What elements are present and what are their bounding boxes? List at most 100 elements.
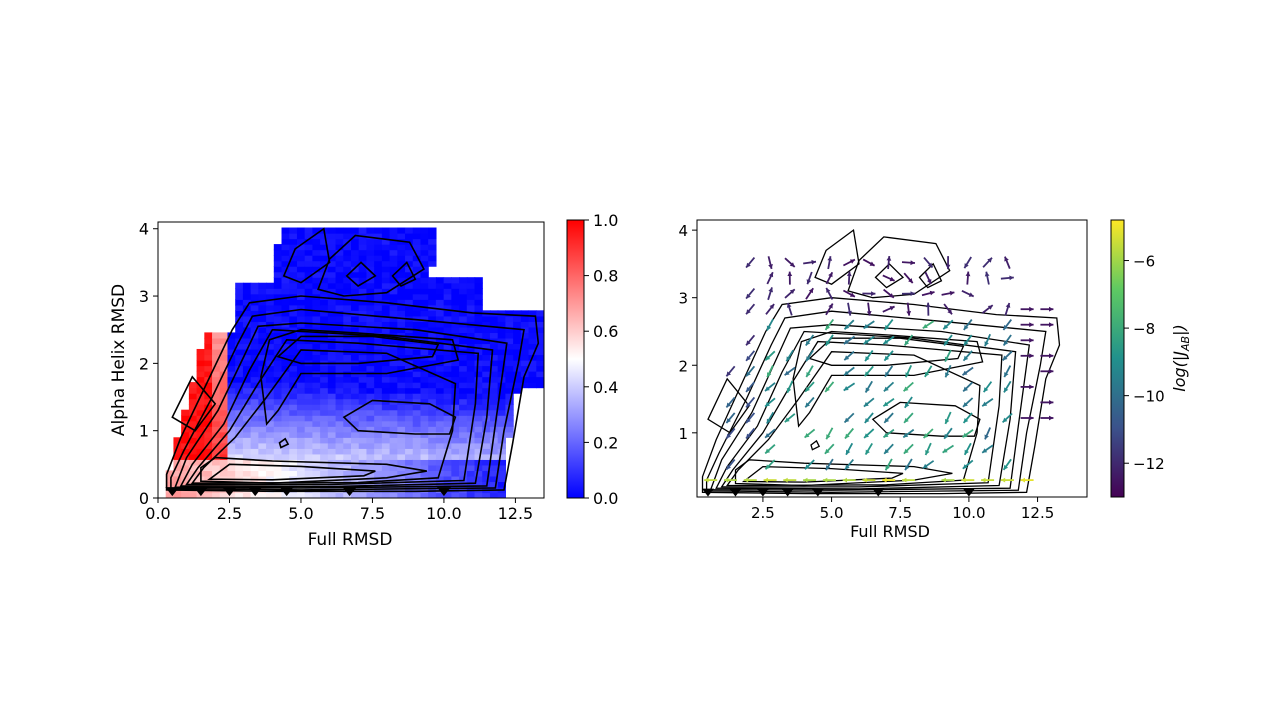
heatmap-cell <box>451 431 460 438</box>
heatmap-cell <box>412 459 422 466</box>
heatmap-cell <box>428 310 437 317</box>
heatmap-cell <box>312 387 321 394</box>
heatmap-cell <box>389 249 398 256</box>
heatmap-cell <box>443 387 452 394</box>
heatmap-cell <box>466 360 476 367</box>
heatmap-cell <box>312 348 321 356</box>
heatmap-cell <box>335 376 344 383</box>
heatmap-cell <box>312 442 321 449</box>
flux-arrow <box>1003 365 1012 378</box>
heatmap-cell <box>281 404 290 411</box>
heatmap-cell <box>497 326 506 333</box>
heatmap-cell <box>451 453 460 460</box>
heatmap-cell <box>235 437 244 444</box>
heatmap-cell <box>227 360 236 367</box>
heatmap-cell <box>435 326 445 333</box>
heatmap-cell <box>536 360 544 367</box>
heatmap-cell <box>536 348 544 356</box>
heatmap-cell <box>389 293 398 300</box>
heatmap-cell <box>428 453 437 460</box>
heatmap-cell <box>196 437 205 444</box>
heatmap-cell <box>420 404 429 411</box>
colorbar-tick-label: 0.8 <box>593 267 618 286</box>
heatmap-cell <box>219 332 229 339</box>
heatmap-cell <box>281 233 290 240</box>
flux-arrow <box>783 477 797 483</box>
heatmap-cell <box>474 376 483 383</box>
heatmap-cell <box>466 393 476 400</box>
heatmap-cell <box>520 321 530 328</box>
heatmap-cell <box>273 426 283 433</box>
heatmap-cell <box>266 343 275 350</box>
heatmap-cell <box>412 426 422 433</box>
heatmap-cell <box>389 321 398 328</box>
heatmap-cell <box>351 337 360 345</box>
heatmap-cell <box>474 426 483 433</box>
heatmap-cell <box>327 409 337 416</box>
colorbar-tick-label: 0.2 <box>593 433 618 452</box>
heatmap-cell <box>513 371 522 378</box>
heatmap-cell <box>466 315 476 322</box>
heatmap-cell <box>235 310 244 317</box>
contour-line <box>165 295 540 493</box>
heatmap-cell <box>219 398 229 405</box>
y-tick-label: 1 <box>678 425 688 443</box>
flux-arrow <box>982 257 993 268</box>
heatmap-cell <box>389 437 398 444</box>
heatmap-cell <box>320 332 329 339</box>
flux-arrow <box>824 443 835 455</box>
flux-arrow <box>886 256 892 270</box>
heatmap-cell <box>528 343 537 350</box>
heatmap-cell <box>412 486 422 494</box>
heatmap-cell <box>497 464 506 471</box>
heatmap-cell <box>196 442 205 449</box>
heatmap-cell <box>358 304 368 311</box>
heatmap-cell <box>474 326 483 333</box>
heatmap-cell <box>428 227 437 234</box>
flux-arrow <box>1004 302 1011 316</box>
heatmap-cell <box>451 448 460 455</box>
flux-arrow <box>766 365 774 378</box>
heatmap-cell <box>266 282 275 289</box>
heatmap-cell <box>374 365 383 372</box>
x-tick-label: 7.5 <box>360 504 385 523</box>
heatmap-cell <box>528 348 537 356</box>
heatmap-cell <box>420 326 429 333</box>
heatmap-cell <box>497 404 506 411</box>
heatmap-cell <box>304 255 313 262</box>
flux-arrow <box>786 302 793 316</box>
heatmap-cell <box>374 415 383 422</box>
heatmap-cell <box>420 420 429 427</box>
heatmap-cell <box>266 354 275 361</box>
heatmap-cell <box>374 238 383 245</box>
heatmap-cell <box>335 332 344 339</box>
heatmap-cell <box>281 288 290 295</box>
flux-arrow <box>745 365 756 377</box>
heatmap-cell <box>312 277 321 284</box>
heatmap-cell <box>320 409 329 416</box>
flux-arrow <box>1020 337 1034 343</box>
heatmap-cell <box>181 470 190 477</box>
heatmap-cell <box>235 448 244 455</box>
flux-arrows <box>704 256 1054 483</box>
heatmap-cell <box>374 448 383 455</box>
heatmap-cell <box>196 360 205 367</box>
flux-arrow <box>1020 353 1034 359</box>
heatmap-cell <box>374 404 383 411</box>
heatmap-cell <box>281 271 290 278</box>
heatmap-cell <box>320 282 329 289</box>
heatmap-cell <box>389 227 398 234</box>
heatmap-cell <box>428 382 437 389</box>
heatmap-cell <box>335 315 344 322</box>
heatmap-cell <box>366 227 375 234</box>
heatmap-cell <box>312 260 321 267</box>
heatmap-cell <box>227 464 236 471</box>
heatmap-cell <box>204 343 213 350</box>
heatmap-cell <box>451 360 460 367</box>
heatmap-cell <box>466 404 476 411</box>
heatmap-cell <box>358 481 368 488</box>
heatmap-cell <box>273 354 283 361</box>
heatmap-cell <box>420 387 429 394</box>
heatmap-cell <box>335 492 344 498</box>
heatmap-cell <box>366 315 375 322</box>
